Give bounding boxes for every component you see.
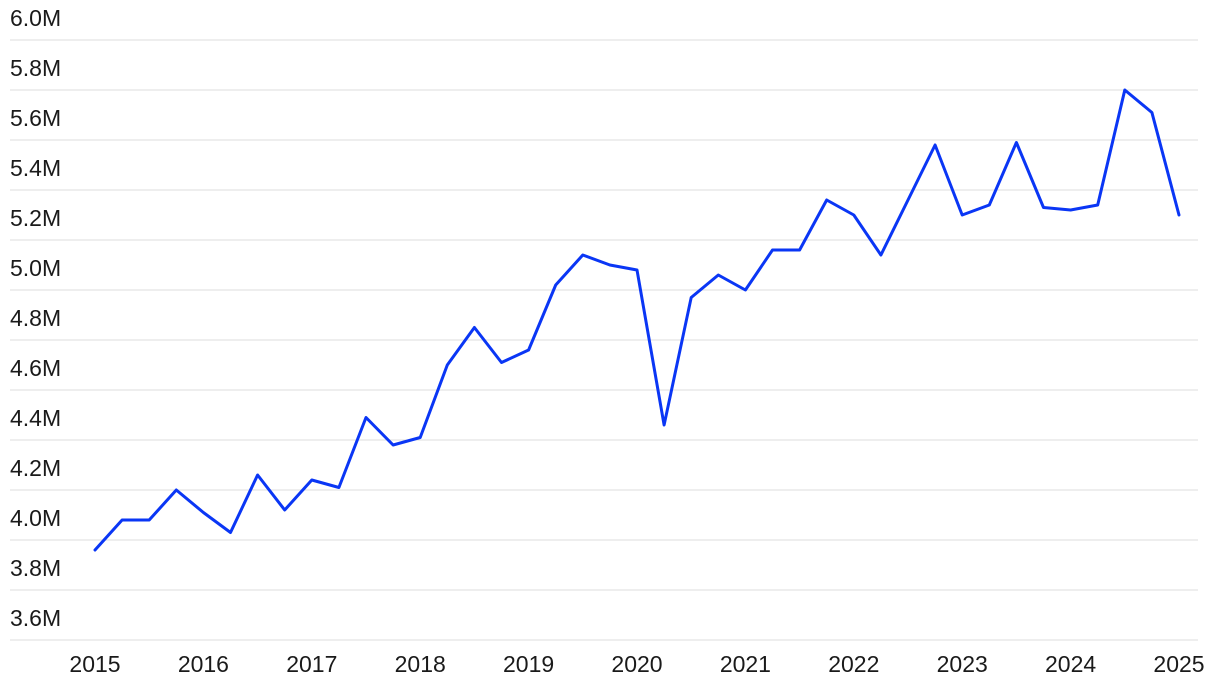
y-tick-label: 3.6M	[10, 605, 61, 631]
x-tick-label: 2016	[178, 651, 229, 677]
y-tick-label: 3.8M	[10, 555, 61, 581]
x-tick-label: 2020	[611, 651, 662, 677]
y-tick-label: 4.8M	[10, 305, 61, 331]
y-tick-label: 5.2M	[10, 205, 61, 231]
x-tick-label: 2021	[720, 651, 771, 677]
y-tick-label: 4.4M	[10, 405, 61, 431]
data-line	[93, 88, 1181, 552]
y-tick-label: 5.0M	[10, 255, 61, 281]
x-tick-label: 2015	[69, 651, 120, 677]
x-tick-label: 2023	[937, 651, 988, 677]
x-tick-label: 2018	[395, 651, 446, 677]
y-tick-label: 5.6M	[10, 105, 61, 131]
y-tick-label: 5.8M	[10, 55, 61, 81]
x-tick-label: 2017	[286, 651, 337, 677]
x-tick-label: 2025	[1153, 651, 1204, 677]
x-tick-label: 2022	[828, 651, 879, 677]
x-tick-label: 2024	[1045, 651, 1096, 677]
y-tick-label: 5.4M	[10, 155, 61, 181]
y-tick-label: 4.0M	[10, 505, 61, 531]
y-tick-label: 4.6M	[10, 355, 61, 381]
x-tick-label: 2019	[503, 651, 554, 677]
y-tick-label: 4.2M	[10, 455, 61, 481]
y-tick-label: 6.0M	[10, 5, 61, 31]
